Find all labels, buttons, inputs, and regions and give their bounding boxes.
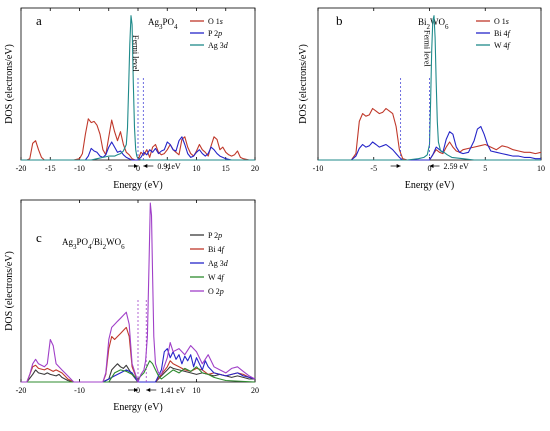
- panel-a-legend-label: O 1s: [208, 17, 223, 26]
- panel-a-letter: a: [36, 13, 42, 28]
- panel-b-xtick-label: 10: [537, 164, 545, 173]
- panel-a-xtick-label: -15: [45, 164, 56, 173]
- panel-a-series-o-1s: [21, 118, 255, 161]
- panel-c-ylabel: DOS (electrons/eV): [4, 251, 15, 331]
- panel-c-title: Ag3PO4/Bi2WO6: [62, 237, 125, 251]
- panel-a-xtick-label: 0: [136, 164, 140, 173]
- panel-c-series-ag-3d: [21, 348, 256, 383]
- panel-b-xtick-label: 5: [483, 164, 487, 173]
- panel-b-gap-annotation: 2.59 eV: [444, 162, 470, 171]
- panel-b-series-w-4f: [318, 15, 541, 161]
- panel-c-xtick-label: 20: [251, 386, 259, 395]
- panel-a-legend-label: P 2p: [208, 29, 222, 38]
- panel-c-series-bi-4f: [21, 326, 256, 383]
- panel-a-xtick-label: 5: [165, 164, 169, 173]
- panel-c-legend-label: W 4f: [208, 273, 225, 282]
- panel-b-xtick-label: 0: [428, 164, 432, 173]
- panel-c-gap-annotation: 1.41 eV: [160, 386, 186, 395]
- panel-b-legend-label: Bi 4f: [494, 29, 512, 38]
- panel-b-gap-arrowhead-left: [396, 164, 401, 168]
- panel-a-fermi-label: Fermi level: [131, 35, 140, 72]
- panel-c-xtick-label: 10: [193, 386, 201, 395]
- panel-b-series-o-1s: [318, 107, 542, 161]
- panel-a-gap-annotation: 0.91eV: [157, 162, 181, 171]
- panel-c-xtick-label: -10: [74, 386, 85, 395]
- panel-b-gap-arrowhead-right: [429, 164, 434, 168]
- panel-b-xlabel: Energy (eV): [405, 180, 455, 191]
- panel-a-ylabel: DOS (electrons/eV): [4, 44, 15, 124]
- panel-c-xtick-label: -20: [16, 386, 27, 395]
- panel-c-legend-label: Bi 4f: [208, 245, 226, 254]
- panel-b-letter: b: [336, 13, 343, 28]
- panel-c-gap-arrowhead-left: [134, 388, 138, 392]
- panel-b-legend-label: W 4f: [494, 41, 511, 50]
- panel-a-xtick-label: -5: [105, 164, 112, 173]
- panel-b-legend-label: O 1s: [494, 17, 509, 26]
- panel-a-xtick-label: 15: [222, 164, 230, 173]
- panel-b-xtick-label: -10: [313, 164, 324, 173]
- panel-b-ylabel: DOS (electrons/eV): [298, 44, 309, 124]
- panel-a-xtick-label: 20: [251, 164, 259, 173]
- panel-a-series-p-2p: [21, 136, 255, 161]
- panel-a-gap-arrowhead-left: [134, 164, 138, 168]
- panel-c-xlabel: Energy (eV): [113, 402, 163, 413]
- panel-a-legend-label: Ag 3d: [208, 41, 229, 50]
- panel-a-xtick-label: -10: [74, 164, 85, 173]
- panel-a-title: Ag3PO4: [148, 17, 178, 31]
- panel-a-xlabel: Energy (eV): [113, 180, 163, 191]
- panel-c-legend-label: P 2p: [208, 231, 222, 240]
- panel-a-xtick-label: -20: [16, 164, 27, 173]
- panel-c-series-o-2p: [21, 202, 256, 383]
- panel-a-series-ag-3d: [21, 15, 255, 161]
- panel-a-xtick-label: 10: [193, 164, 201, 173]
- panel-c-series-w-4f: [21, 360, 256, 383]
- panel-a-gap-arrowhead-right: [143, 164, 148, 168]
- panel-b-xtick-label: -5: [370, 164, 377, 173]
- panel-c-gap-arrowhead-right: [146, 388, 151, 392]
- panel-c-legend-label: Ag 3d: [208, 259, 229, 268]
- panel-c-letter: c: [36, 230, 42, 245]
- panel-c-legend-label: O 2p: [208, 287, 224, 296]
- panel-c-xtick-label: 0: [136, 386, 140, 395]
- panel-b-fermi-label: Fermi level: [423, 30, 432, 67]
